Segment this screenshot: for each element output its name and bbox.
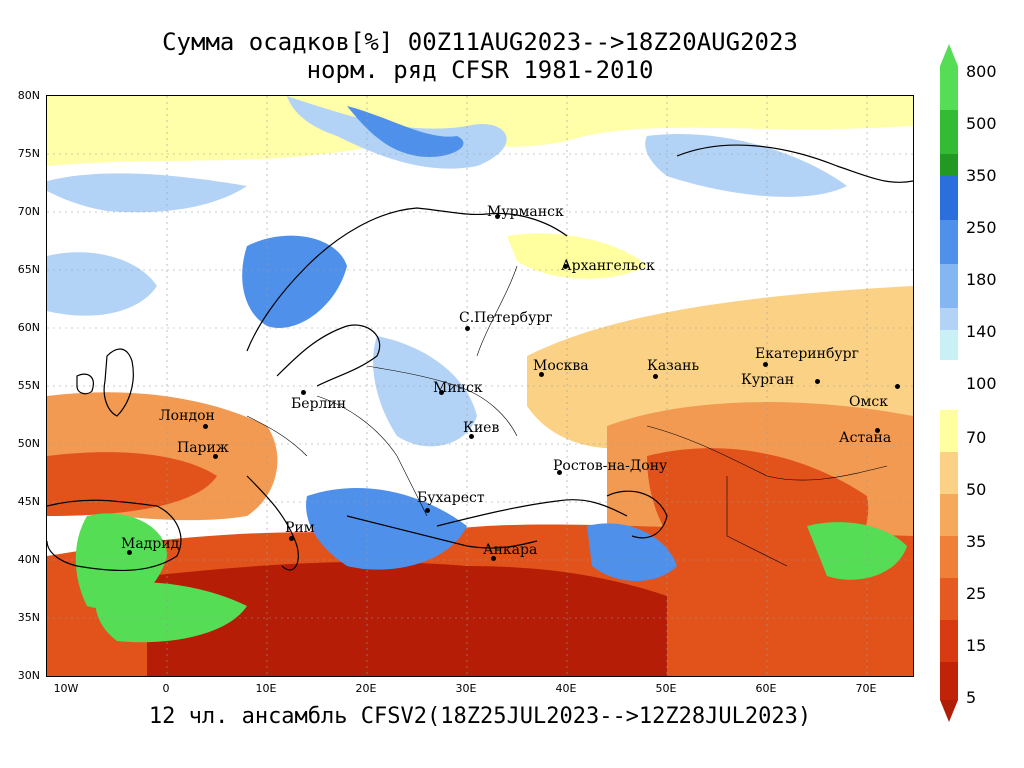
city-label-berlin: Берлин — [291, 396, 347, 412]
colorbar-lower-arrow — [940, 700, 958, 722]
city-dot-moscow — [539, 372, 544, 377]
colorbar-upper — [940, 44, 958, 360]
graticule — [47, 96, 913, 676]
field-wet-uk-west — [47, 252, 157, 316]
field-wet-caucasus — [587, 523, 677, 581]
lon-label: 0 — [162, 682, 170, 695]
lat-label: 40N — [17, 553, 40, 566]
lon-label: 60E — [755, 682, 777, 695]
lon-label: 50E — [655, 682, 677, 695]
colorbar-label: 100 — [966, 374, 997, 393]
city-dot-spb — [465, 326, 470, 331]
colorbar-lower — [940, 410, 958, 722]
city-label-spb: С.Петербург — [459, 310, 553, 326]
city-label-kazan: Казань — [647, 358, 700, 374]
precipitation-field — [47, 96, 913, 676]
colorbar-label: 15 — [966, 636, 987, 655]
colorbar-label: 25 — [966, 584, 987, 603]
city-dot-rostov — [557, 470, 562, 475]
colorbar-label: 350 — [966, 166, 997, 185]
colorbar-label: 70 — [966, 428, 987, 447]
precipitation-map: Мурманск Архангельск С.Петербург Москва … — [46, 95, 914, 677]
city-label-astana: Астана — [839, 430, 892, 446]
lat-label: 70N — [17, 205, 40, 218]
lon-label: 20E — [355, 682, 377, 695]
field-wet-norway — [242, 235, 347, 328]
map-subtitle: норм. ряд CFSR 1981-2010 — [306, 56, 654, 84]
city-dot-madrid — [127, 550, 132, 555]
coastlines — [47, 144, 913, 572]
city-dot-berlin — [301, 390, 306, 395]
lat-label: 50N — [17, 437, 40, 450]
city-label-kiev: Киев — [463, 420, 500, 436]
city-label-omsk: Омск — [849, 394, 888, 410]
city-dot-kazan — [653, 374, 658, 379]
colorbar-label: 180 — [966, 270, 997, 289]
city-label-paris: Париж — [177, 440, 229, 456]
field-wet-atlantic — [47, 173, 247, 213]
city-dot-bucharest — [425, 508, 430, 513]
lon-label: 10E — [255, 682, 277, 695]
colorbar-label: 250 — [966, 218, 997, 237]
city-label-rome: Рим — [285, 520, 315, 536]
lat-label: 55N — [17, 379, 40, 392]
city-label-rostov: Ростов-на-Дону — [553, 458, 668, 474]
city-label-ekaterinburg: Екатеринбург — [755, 346, 859, 362]
colorbar-label: 50 — [966, 480, 987, 499]
colorbar-label: 500 — [966, 114, 997, 133]
lat-label: 45N — [17, 495, 40, 508]
colorbar-label: 5 — [966, 688, 977, 707]
city-dot-paris — [213, 454, 218, 459]
city-dot-ankara — [491, 556, 496, 561]
city-dot-ekaterinburg — [763, 362, 768, 367]
lat-label: 65N — [17, 263, 40, 276]
city-label-ankara: Анкара — [483, 542, 538, 558]
lat-label: 80N — [17, 89, 40, 102]
city-dot-minsk — [439, 390, 444, 395]
map-title: Сумма осадков[%] 00Z11AUG2023-->18Z20AUG… — [162, 28, 798, 56]
colorbar-label: 140 — [966, 322, 997, 341]
city-dot-astana — [875, 428, 880, 433]
city-label-murmansk: Мурманск — [487, 204, 564, 220]
city-label-madrid: Мадрид — [121, 536, 180, 552]
city-label-arkhangelsk: Архангельск — [561, 258, 655, 274]
city-label-minsk: Минск — [433, 380, 483, 396]
lat-label: 60N — [17, 321, 40, 334]
field-very-wet-tienshan — [807, 522, 907, 580]
map-footer: 12 чл. ансамбль CFSV2(18Z25JUL2023-->12Z… — [148, 704, 812, 729]
city-dot-kiev — [469, 434, 474, 439]
lat-label: 30N — [17, 669, 40, 682]
colorbar-label: 35 — [966, 532, 987, 551]
lat-label: 75N — [17, 147, 40, 160]
city-dot-kurgan — [815, 379, 820, 384]
colorbar-label: 800 — [966, 62, 997, 81]
city-dot-arkhangelsk — [563, 264, 568, 269]
lon-label: 30E — [455, 682, 477, 695]
lon-label: 70E — [855, 682, 877, 695]
city-dot-rome — [289, 536, 294, 541]
lon-label: 10W — [53, 682, 79, 695]
lat-label: 35N — [17, 611, 40, 624]
city-label-london: Лондон — [159, 408, 215, 424]
colorbar-upper-arrow — [940, 44, 958, 66]
field-very-dry-south — [147, 561, 667, 676]
city-label-kurgan: Курган — [741, 372, 795, 388]
city-dot-murmansk — [495, 214, 500, 219]
city-label-bucharest: Бухарест — [417, 490, 485, 506]
field-very-wet-maghreb — [95, 582, 248, 643]
city-dot-london — [203, 424, 208, 429]
city-label-moscow: Москва — [533, 358, 589, 374]
city-dot-omsk — [895, 384, 900, 389]
lon-label: 40E — [555, 682, 577, 695]
field-wet-arctic-core — [347, 106, 464, 157]
field-near-arkhangelsk — [507, 233, 647, 279]
field-wet-belarus — [373, 336, 477, 447]
borders — [246, 265, 888, 567]
